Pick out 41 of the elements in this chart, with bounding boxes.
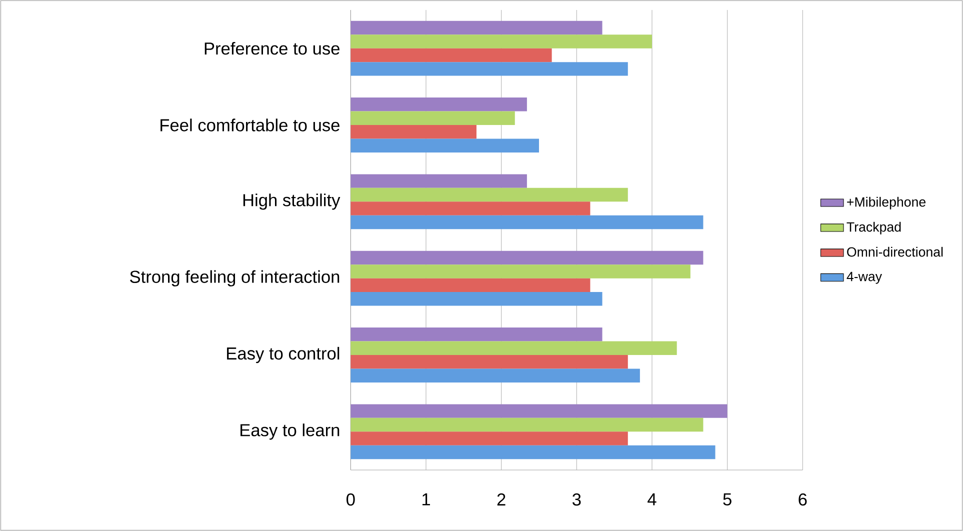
x-tick-label: 2 [497,493,506,506]
bar [350,202,590,216]
bar [350,174,527,188]
legend-label: Trackpad [846,222,901,234]
bar [350,250,704,265]
bar [350,404,728,418]
bar [350,215,704,230]
bar [350,292,602,306]
x-tick-label: 3 [572,493,581,506]
y-tick-label: Easy to learn [240,424,340,440]
bar [350,278,590,292]
x-tick-label: 5 [723,493,732,506]
x-tick-label: 6 [798,493,807,506]
y-tick-label: Feel comfortable to use [160,118,340,132]
bar [350,98,527,112]
bar [350,20,602,35]
bar [350,138,539,152]
y-tick-label: Strong feeling of interaction [130,270,340,286]
bar [350,432,628,446]
bar [350,34,652,48]
bar [350,354,628,369]
bar [350,368,640,382]
bar [350,111,515,125]
x-tick-label: 4 [648,493,656,506]
bar [350,328,602,342]
legend-label: Omni-directional [847,246,943,257]
legend-label: +Mibilephone [847,196,926,210]
y-tick-label: Easy to control [227,346,340,364]
x-tick-label: 1 [422,493,430,506]
bar [350,62,628,76]
bar [350,124,476,139]
y-tick-label: High stability [243,194,340,210]
legend-label: 4-way [846,272,882,284]
y-tick-label: Preference to use [204,42,340,55]
bar [350,341,677,355]
bar [350,445,716,460]
bar [350,188,628,202]
bar [350,418,704,432]
bar [350,264,690,278]
bar [350,48,552,62]
x-tick-label: 0 [346,493,355,506]
